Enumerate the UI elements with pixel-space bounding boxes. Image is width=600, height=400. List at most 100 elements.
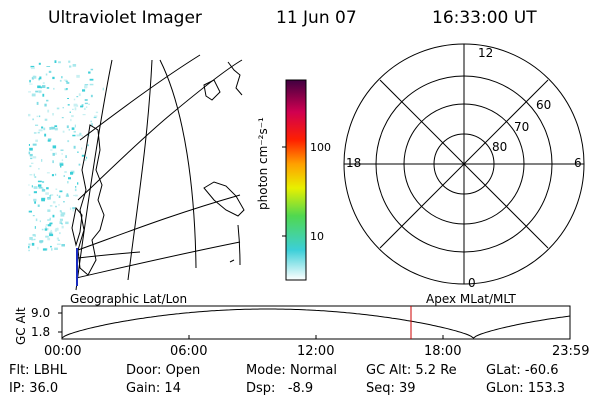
uv-speckle	[76, 134, 80, 137]
uv-speckle	[62, 107, 64, 109]
uv-speckle	[28, 246, 30, 249]
uv-speckle	[50, 229, 52, 232]
uv-speckle	[37, 131, 40, 134]
uv-speckle	[28, 210, 32, 213]
uv-speckle	[32, 118, 34, 121]
uv-speckle	[59, 79, 62, 82]
uv-speckle	[29, 79, 31, 83]
uv-speckle	[49, 233, 54, 237]
lat-label-70: 70	[514, 120, 530, 134]
map-meridian	[159, 59, 197, 269]
uv-speckle	[84, 159, 87, 161]
altitude-ylabel: GC Alt	[14, 307, 28, 345]
uv-speckle	[84, 84, 89, 86]
uv-speckle	[41, 197, 46, 200]
uv-speckle	[82, 114, 86, 116]
uv-speckle	[63, 201, 65, 203]
altitude-ytick-label: 1.8	[31, 325, 51, 339]
uv-speckle	[45, 224, 48, 226]
uv-speckle	[45, 235, 49, 238]
uv-speckle	[90, 68, 94, 71]
uv-speckle	[53, 87, 55, 90]
uv-speckle	[39, 76, 42, 80]
uv-speckle	[72, 108, 74, 110]
uv-speckle	[90, 120, 92, 123]
uv-speckle	[42, 85, 46, 88]
uv-speckle	[52, 214, 55, 218]
uv-speckle	[77, 151, 79, 153]
time-label: 16:33:00 UT	[432, 8, 537, 28]
uv-speckle	[32, 75, 37, 79]
altitude-xtick-label: 23:59	[552, 344, 590, 359]
uv-speckle	[71, 115, 74, 118]
mlt-label-0: 0	[468, 276, 476, 290]
uv-speckle	[60, 213, 65, 217]
uv-speckle	[73, 130, 76, 133]
altitude-xtick-label: 00:00	[44, 344, 82, 359]
uv-speckle	[68, 177, 71, 180]
uv-speckle	[59, 218, 63, 221]
uv-speckle	[38, 90, 42, 93]
lat-label-80: 80	[492, 140, 508, 154]
map-meridian	[237, 224, 241, 266]
coastline	[71, 206, 83, 247]
uv-speckle	[49, 217, 51, 221]
altitude-frame	[61, 305, 571, 340]
uv-speckle	[32, 215, 35, 217]
uv-speckle	[52, 160, 54, 164]
uv-speckle	[56, 107, 60, 110]
uv-speckle	[55, 227, 59, 231]
uv-speckle	[35, 139, 38, 142]
uv-speckle	[28, 91, 31, 93]
uv-speckle	[45, 225, 47, 229]
uv-speckle	[76, 104, 79, 107]
uv-speckle	[41, 228, 44, 231]
uv-speckle	[56, 237, 59, 240]
uv-speckle	[61, 244, 65, 247]
uv-speckle	[43, 127, 46, 131]
uv-speckle	[61, 153, 63, 155]
uv-speckle	[75, 186, 77, 188]
uv-speckle	[29, 147, 33, 151]
altitude-plot	[58, 305, 571, 340]
uv-speckle	[60, 165, 62, 168]
uv-speckle	[67, 98, 69, 99]
altitude-xtick-label: 18:00	[424, 344, 462, 359]
uv-speckle	[28, 144, 30, 146]
uv-speckle	[37, 246, 39, 250]
uv-speckle	[37, 85, 41, 89]
uv-speckle	[29, 237, 33, 240]
uv-speckle	[32, 143, 37, 146]
uv-speckle	[68, 60, 71, 63]
uv-speckle	[34, 201, 36, 204]
uv-speckle	[61, 223, 63, 225]
uv-speckle	[51, 248, 53, 251]
uv-speckle	[67, 181, 69, 184]
uv-speckle	[49, 231, 53, 234]
colorbar-ramp	[285, 79, 307, 281]
uv-speckle	[64, 171, 67, 173]
uv-speckle	[75, 194, 78, 197]
uv-speckle	[33, 198, 37, 202]
uv-speckle	[46, 228, 49, 231]
uv-speckle	[59, 210, 62, 213]
uv-speckle	[85, 106, 88, 108]
uv-speckle	[51, 174, 54, 177]
coastline	[227, 61, 243, 96]
uv-speckle	[35, 218, 38, 222]
uv-speckle	[28, 194, 31, 196]
uv-speckle	[72, 134, 76, 137]
uv-speckle	[48, 70, 52, 73]
uv-speckle	[54, 247, 58, 250]
uv-speckle	[30, 67, 35, 70]
uv-speckle	[52, 76, 55, 80]
uv-speckle	[61, 159, 64, 162]
uv-speckle	[95, 111, 99, 114]
uv-speckle	[46, 99, 49, 102]
uv-speckle	[65, 155, 67, 158]
uv-speckle	[61, 117, 64, 119]
uv-speckle	[72, 207, 76, 210]
uv-speckle	[58, 61, 61, 64]
uv-speckle	[63, 175, 65, 177]
